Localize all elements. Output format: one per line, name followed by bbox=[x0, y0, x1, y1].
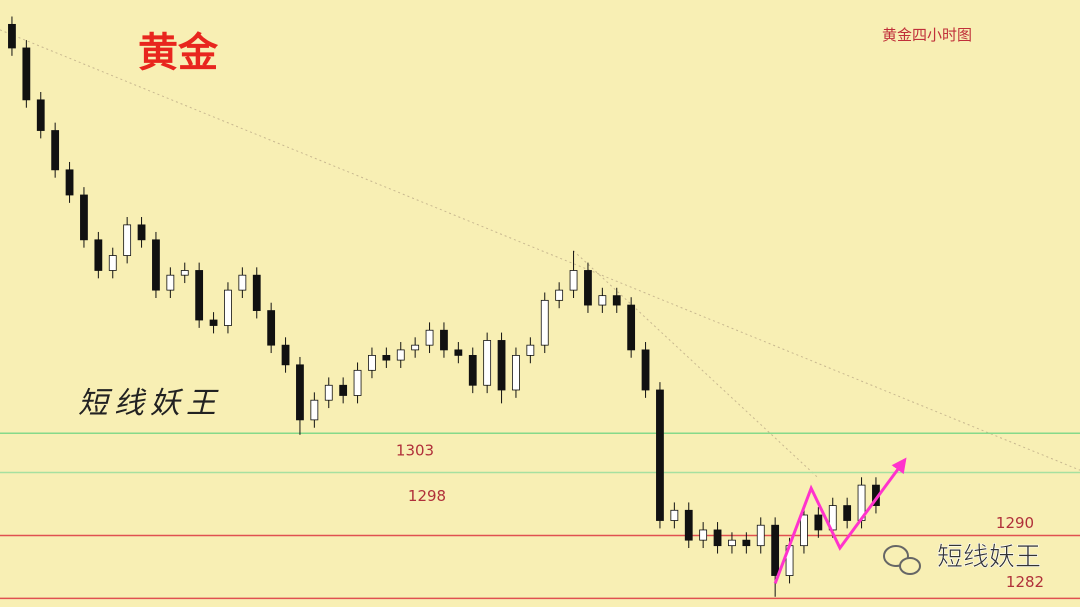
candle-body bbox=[238, 274, 247, 291]
candle-body bbox=[843, 505, 852, 521]
candle-body bbox=[713, 529, 722, 547]
candle-body bbox=[396, 349, 405, 361]
level-label: 1303 bbox=[396, 442, 434, 460]
trend-line bbox=[0, 29, 1080, 471]
candle-body bbox=[800, 514, 808, 547]
candle-body bbox=[296, 364, 304, 421]
candle-body bbox=[728, 539, 736, 547]
candle-body bbox=[555, 289, 564, 301]
candle-body bbox=[195, 270, 204, 321]
candle-body bbox=[756, 524, 765, 547]
candle-body bbox=[252, 274, 261, 311]
candle-body bbox=[382, 354, 391, 361]
candle-body bbox=[137, 224, 146, 241]
candle-body bbox=[36, 99, 45, 131]
candle-body bbox=[209, 319, 218, 326]
candle-body bbox=[684, 509, 693, 541]
candle-body bbox=[425, 329, 434, 346]
candle-body bbox=[8, 23, 16, 49]
candle-body bbox=[411, 344, 420, 351]
candle-body bbox=[368, 354, 376, 371]
candle-body bbox=[324, 384, 333, 401]
projection-line bbox=[773, 457, 907, 584]
candle-body bbox=[123, 224, 132, 256]
candle-body bbox=[267, 310, 276, 346]
candle-body bbox=[310, 399, 319, 421]
candle-body bbox=[22, 47, 31, 101]
candle-body bbox=[166, 274, 175, 291]
candle-body bbox=[152, 239, 160, 291]
candle-body bbox=[641, 349, 650, 391]
candle-body bbox=[80, 194, 88, 241]
candle-body bbox=[483, 340, 492, 386]
candle-body bbox=[526, 344, 535, 356]
candle-body bbox=[51, 130, 60, 171]
candle-body bbox=[627, 304, 636, 351]
candle-body bbox=[497, 340, 506, 391]
chart-title: 黄金 bbox=[138, 30, 219, 76]
candle-body bbox=[512, 354, 520, 391]
candle-body bbox=[771, 524, 780, 576]
candle-body bbox=[540, 299, 549, 346]
candle-body bbox=[670, 509, 679, 521]
candle-body bbox=[94, 239, 103, 271]
candle-body bbox=[598, 295, 607, 306]
watermark-icon bbox=[883, 545, 921, 575]
candle-body bbox=[454, 349, 463, 356]
candle-body bbox=[224, 289, 232, 326]
trend-line bbox=[573, 250, 819, 479]
level-label: 1298 bbox=[408, 487, 446, 505]
watermark: 短线妖王 bbox=[937, 543, 1041, 573]
candle-body bbox=[108, 255, 117, 271]
candle-body bbox=[699, 529, 708, 541]
candle-body bbox=[281, 344, 290, 366]
candle-body bbox=[569, 270, 578, 291]
chart-subtitle: 黄金四小时图 bbox=[882, 26, 972, 44]
candle-body bbox=[468, 354, 477, 386]
candle-body bbox=[656, 389, 664, 521]
candle-body bbox=[584, 270, 592, 306]
candle-body bbox=[65, 169, 74, 196]
candle-body bbox=[814, 514, 823, 531]
candle-body bbox=[742, 539, 751, 547]
candle-body bbox=[339, 384, 348, 396]
level-label: 1290 bbox=[996, 514, 1034, 532]
candle-body bbox=[353, 369, 362, 396]
signature: 短线妖王 bbox=[78, 386, 222, 421]
candle-body bbox=[180, 270, 189, 276]
level-label: 1282 bbox=[1006, 573, 1044, 591]
candle-body bbox=[612, 295, 621, 306]
candle-body bbox=[440, 329, 448, 351]
